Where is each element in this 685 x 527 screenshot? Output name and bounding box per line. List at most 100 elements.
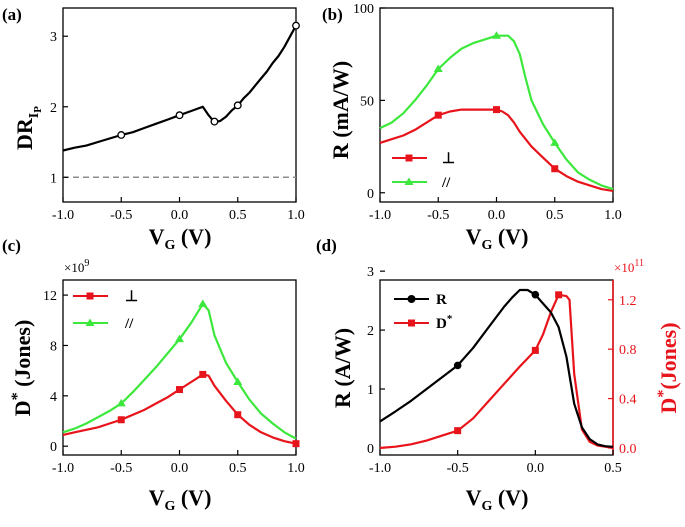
panel-d-series-r-line <box>379 288 614 448</box>
panel-a-ylabel-subsub: P <box>32 106 44 113</box>
panel-d-left-ytick-label: 2 <box>367 324 374 339</box>
panel-d-left-ytick-label: 3 <box>367 265 374 280</box>
panel-a: (a) -1.0 -0.5 0.0 0.5 1.0 1 2 3 DRIP VG (V) <box>2 5 305 253</box>
panel-c-xtick-label: 1.0 <box>287 461 305 476</box>
panel-d-series-dstar-marker <box>555 291 563 299</box>
panel-d-xtick-label: 0.0 <box>527 461 545 476</box>
panel-d-xtick-label: -1.0 <box>369 461 391 476</box>
panel-b-label: (b) <box>322 5 343 24</box>
panel-c-xtick-label: -1.0 <box>52 461 74 476</box>
panel-d-right-ytick-label: 0.0 <box>619 442 637 457</box>
panel-d-legend: R D* <box>394 292 453 332</box>
panel-c: (c) ×109 -1.0 -0.5 0.0 0.5 1.0 0 4 8 12 D* (Jone… <box>2 236 305 514</box>
panel-d-xlabel: VG (V) <box>466 485 529 514</box>
panel-a-ylabel-sub: I <box>27 113 42 118</box>
panel-d-right-ytick-label: 0.8 <box>619 343 637 358</box>
panel-b-ytick-label: 50 <box>360 94 374 109</box>
panel-c-ytick-label: 8 <box>50 339 57 354</box>
panel-c-legend: ⊥ // <box>73 289 138 332</box>
panel-c-legend-label-perp: ⊥ <box>125 289 138 305</box>
panel-a-ytick-label: 1 <box>50 171 57 186</box>
panel-d-right-ytick-label: 1.2 <box>619 294 637 309</box>
panel-b-legend-label-par: // <box>441 175 451 191</box>
panel-c-series-perp-marker <box>292 440 300 448</box>
panel-b-series-par-line <box>379 34 614 191</box>
panel-a-ylabel-main: DR <box>12 117 37 150</box>
panel-b-legend-label-perp: ⊥ <box>442 151 455 167</box>
panel-a-xtick-label: 0.0 <box>171 208 189 223</box>
panel-b-ytick-label: 100 <box>353 2 374 17</box>
panel-c-ytick-label: 0 <box>50 440 57 455</box>
panel-d-label: (d) <box>316 236 337 255</box>
panel-c-legend-marker-par <box>85 318 95 326</box>
panel-a-series-dr-marker <box>117 131 126 139</box>
panel-b-xtick-label: -0.5 <box>427 208 449 223</box>
panel-a-xtick-label: 0.5 <box>229 208 247 223</box>
panel-a-ytick-label: 3 <box>50 30 57 45</box>
panel-c-series-par-line <box>62 302 297 440</box>
panel-b: (b) -1.0 -0.5 0.0 0.5 1.0 0 50 100 R (mA/W) VG … <box>322 2 622 253</box>
panel-c-series-par-marker <box>233 377 243 385</box>
panel-d-left-ytick-label: 1 <box>367 383 374 398</box>
panel-a-series-dr-marker <box>233 101 242 110</box>
panel-c-xtick-label: -0.5 <box>110 461 132 476</box>
panel-b-series-par-marker <box>492 31 501 39</box>
panel-a-xtick-label: 1.0 <box>287 208 305 223</box>
panel-b-series-perp-marker <box>493 106 500 114</box>
panel-d-series-dstar-line <box>379 293 614 450</box>
panel-d-series-r-marker <box>531 290 540 299</box>
panel-d-frame <box>379 279 614 456</box>
panel-a-series-dr-line <box>62 25 297 152</box>
panel-b-xtick-label: 0.0 <box>488 208 506 223</box>
panel-c-series-perp-marker <box>199 370 207 378</box>
panel-a-xlabel: VG (V) <box>149 224 212 253</box>
panel-c-series-par-marker <box>198 299 208 307</box>
panel-a-ytick-label: 2 <box>50 101 57 116</box>
panel-d-xtick-label: 0.5 <box>604 461 622 476</box>
panel-b-ylabel: R (mA/W) <box>328 61 353 159</box>
panel-d-ylabel-right: D*(Jones) <box>655 322 681 413</box>
panel-b-xtick-label: -1.0 <box>369 208 391 223</box>
panel-d-series-dstar-marker <box>531 346 539 354</box>
panel-d-right-multiplier: ×1011 <box>614 258 644 275</box>
svg-text:DRIP: DRIP <box>12 106 44 150</box>
panel-d-legend-marker-r <box>407 295 416 303</box>
panel-c-series-perp-marker <box>117 416 125 424</box>
panel-b-legend-marker-par <box>404 177 414 185</box>
panel-d-ylabel-left: R (A/W) <box>330 328 355 408</box>
panel-b-series-par-marker <box>433 64 443 72</box>
panel-c-ytick-label: 4 <box>50 390 57 405</box>
panel-d-right-ytick-label: 0.4 <box>619 393 637 408</box>
panel-a-series-dr-marker <box>175 111 184 120</box>
panel-b-legend: ⊥ // <box>392 151 455 191</box>
panel-a-label: (a) <box>2 5 22 24</box>
panel-c-xlabel: VG (V) <box>149 485 212 514</box>
panel-c-series-perp-marker <box>176 386 183 394</box>
panel-c-series-par-marker <box>116 398 126 407</box>
panel-d-legend-label-d: D* <box>436 313 453 332</box>
panel-c-legend-marker-perp <box>86 292 94 300</box>
panel-d: (d) ×1011 -1.0 -0.5 0.0 0.5 0 1 2 3 0.0 0.4 0.8 1.2… <box>316 236 681 514</box>
panel-a-xtick-label: -0.5 <box>110 208 132 223</box>
panel-b-xlabel: VG (V) <box>466 224 529 253</box>
panel-c-label: (c) <box>2 236 21 255</box>
panel-d-series-r-marker <box>453 361 462 370</box>
panel-d-left-ytick-label: 0 <box>367 442 374 457</box>
panel-b-xtick-label: 1.0 <box>604 208 622 223</box>
panel-b-legend-marker-perp <box>405 154 413 162</box>
panel-a-xtick-label: -1.0 <box>52 208 74 223</box>
panel-c-series-perp-line <box>62 373 297 445</box>
panel-d-series-dstar-marker <box>454 427 462 435</box>
panel-c-multiplier: ×109 <box>64 258 89 275</box>
panel-b-xtick-label: 0.5 <box>546 208 564 223</box>
panel-b-ytick-label: 0 <box>367 187 374 202</box>
panel-d-xtick-label: -0.5 <box>447 461 469 476</box>
panel-c-ytick-label: 12 <box>43 289 57 304</box>
panel-c-legend-label-par: // <box>124 316 134 332</box>
panel-b-series-perp-marker <box>434 111 442 119</box>
panel-c-series-par-marker <box>175 334 184 343</box>
panel-b-series-par-marker <box>550 138 560 146</box>
panel-b-series-perp-line <box>379 108 614 192</box>
panel-d-legend-label-r: R <box>436 292 447 308</box>
